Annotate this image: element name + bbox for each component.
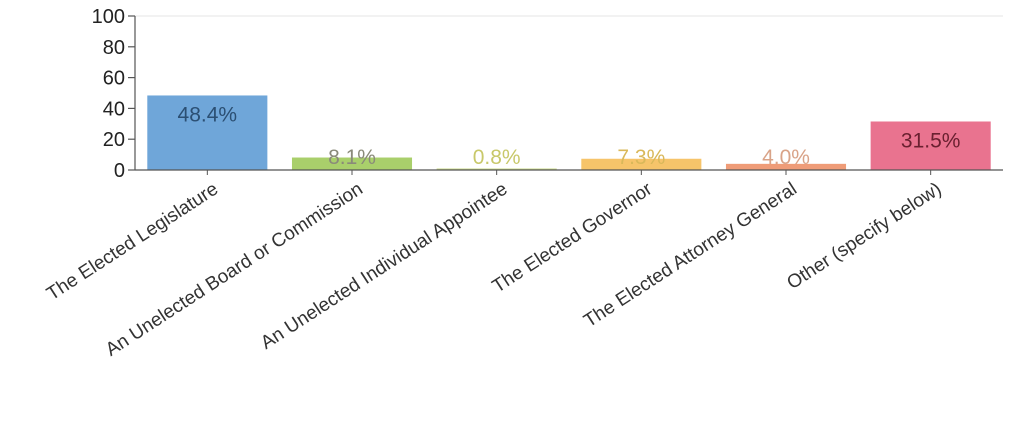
y-tick-label: 60 <box>103 68 125 90</box>
y-tick-label: 80 <box>103 37 125 59</box>
data-label: 48.4% <box>178 103 238 126</box>
bar <box>147 95 268 170</box>
data-label: 31.5% <box>901 129 961 152</box>
data-label: 4.0% <box>762 146 810 169</box>
data-label: 0.8% <box>473 146 521 169</box>
bar <box>291 157 413 170</box>
bar <box>581 158 702 170</box>
y-tick-label: 40 <box>103 98 125 120</box>
bars <box>147 95 991 170</box>
bar <box>870 121 991 170</box>
data-labels: 48.4% 8.1% 0.8% 7.3% 4.0% 31.5% <box>178 103 961 169</box>
x-tick-label: An Unelected Board or Commission <box>102 179 367 361</box>
y-tick-label: 0 <box>114 160 125 182</box>
x-tick-label: An Unelected Individual Appointee <box>257 179 511 354</box>
x-tick-label: Other (specify below) <box>783 179 945 294</box>
y-tick-label: 100 <box>92 6 125 28</box>
bar <box>436 168 557 170</box>
y-axis: 0 20 40 60 80 100 <box>92 6 1003 182</box>
x-tick-label: The Elected Governor <box>489 178 657 297</box>
y-tick-label: 20 <box>103 129 125 151</box>
bar <box>725 163 847 170</box>
data-label: 7.3% <box>617 146 665 169</box>
data-label: 8.1% <box>328 146 376 169</box>
